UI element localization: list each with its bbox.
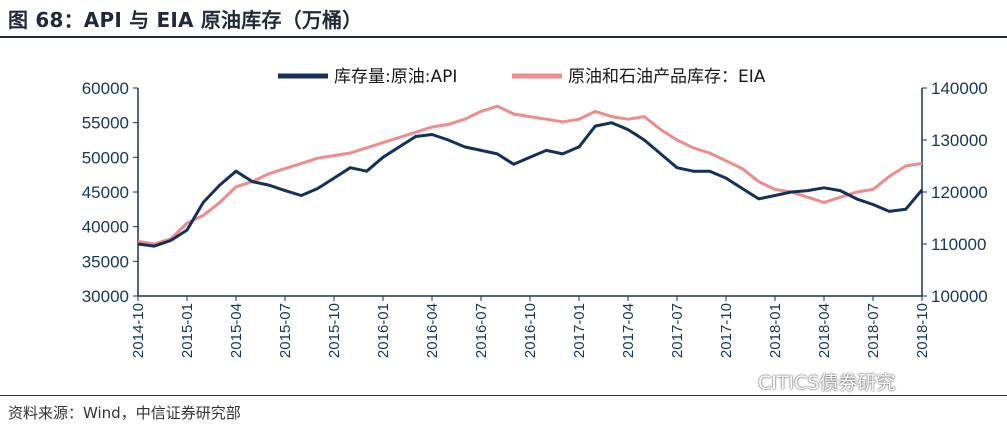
x-tick-label: 2017-07	[669, 303, 686, 358]
x-tick-label: 2016-01	[375, 303, 392, 358]
x-tick-label: 2018-04	[816, 303, 833, 358]
left-tick-label: 55000	[82, 114, 129, 133]
left-tick-label: 35000	[82, 252, 129, 271]
x-tick-label: 2016-04	[424, 303, 441, 358]
x-tick-label: 2018-07	[865, 303, 882, 358]
footer-divider	[0, 395, 1007, 396]
axes: 30000 35000 40000 45000 50000 55000 60000 10000…	[82, 79, 988, 358]
x-tick-label: 2015-07	[277, 303, 294, 358]
x-tick-label: 2014-10	[130, 303, 147, 358]
left-tick-label: 30000	[82, 287, 129, 306]
title-divider	[0, 36, 1007, 38]
x-tick-label: 2018-01	[767, 303, 784, 358]
right-tick-label: 110000	[931, 235, 986, 254]
legend-label-api: 库存量:原油:API	[334, 67, 457, 87]
x-tick-label: 2015-04	[228, 303, 245, 358]
source-note: 资料来源：Wind，中信证券研究部	[8, 404, 241, 422]
left-tick-label: 40000	[82, 218, 129, 237]
chart-canvas: 库存量:原油:API 原油和石油产品库存：EIA 30000 35000 40000…	[82, 67, 988, 358]
right-tick-label: 130000	[931, 131, 988, 150]
x-tick-label: 2016-10	[522, 303, 539, 358]
x-tick-label: 2016-07	[473, 303, 490, 358]
watermark: CITICS债券研究	[758, 372, 896, 394]
right-tick-label: 140000	[931, 79, 988, 98]
x-tick-label: 2015-10	[326, 303, 343, 358]
left-tick-label: 50000	[82, 148, 129, 167]
series-line-eia	[137, 104, 923, 246]
left-tick-label: 45000	[82, 183, 129, 202]
x-tick-label: 2017-01	[571, 303, 588, 358]
right-tick-label: 100000	[931, 287, 988, 306]
chart-title: 图 68：API 与 EIA 原油库存（万桶）	[8, 8, 363, 32]
series-line-api	[137, 121, 924, 248]
x-tick-label: 2017-04	[620, 303, 637, 358]
x-tick-label: 2015-01	[179, 303, 196, 358]
series-lines	[137, 104, 924, 248]
left-tick-label: 60000	[82, 79, 129, 98]
x-tick-label: 2017-10	[718, 303, 735, 358]
right-tick-label: 120000	[931, 183, 988, 202]
legend-label-eia: 原油和石油产品库存：EIA	[568, 67, 766, 87]
legend: 库存量:原油:API 原油和石油产品库存：EIA	[278, 67, 766, 87]
x-tick-label: 2018-10	[914, 303, 931, 358]
